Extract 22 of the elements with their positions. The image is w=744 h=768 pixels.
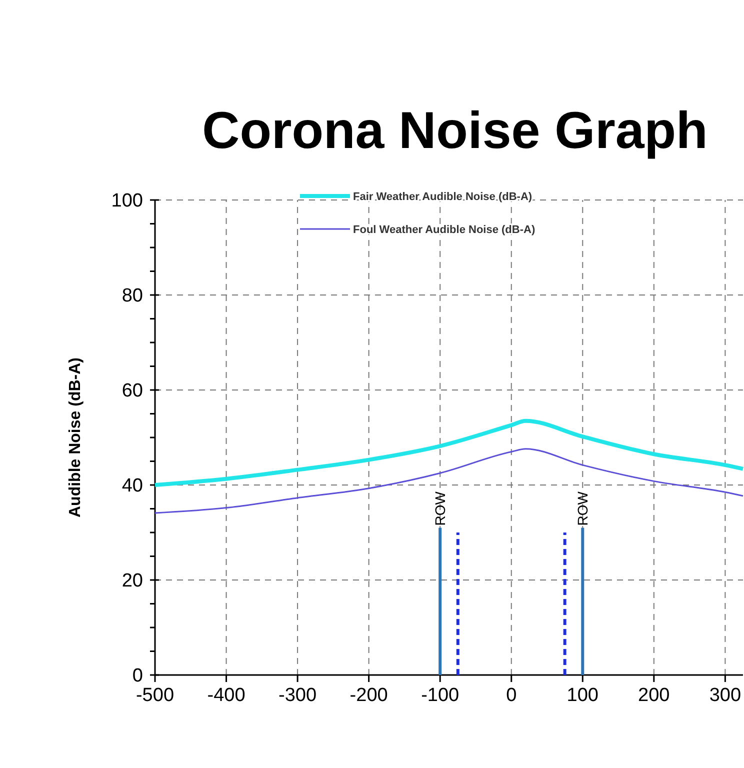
y-tick-label: 80 [122,286,143,307]
y-tick-label: 100 [111,190,143,212]
x-tick-label: -200 [350,685,388,706]
annotation: ROW [574,490,591,526]
y-axis-title: Audible Noise (dB-A) [67,358,84,518]
legend-label: Foul Weather Audible Noise (dB-A) [353,224,536,236]
y-tick-label: 40 [122,476,143,497]
x-tick-label: 100 [566,685,598,706]
x-tick-label: -100 [421,685,460,706]
x-tick-label: 300 [709,685,742,706]
line-series [153,418,744,487]
legend-label: Fair Weather Audible Noise (dB-A) [353,190,532,203]
x-tick-label: -500 [136,685,174,706]
y-tick-label: 60 [122,380,143,402]
x-tick-label: 0 [506,685,517,706]
y-tick-label: 0 [132,666,143,687]
y-tick-label: 20 [122,570,143,592]
x-tick-label: -400 [207,685,246,706]
chart-title: Corona Noise Graph [202,102,708,160]
x-tick-label: -300 [278,685,317,706]
annotation: ROW [432,490,448,526]
x-tick-label: 200 [638,685,670,706]
